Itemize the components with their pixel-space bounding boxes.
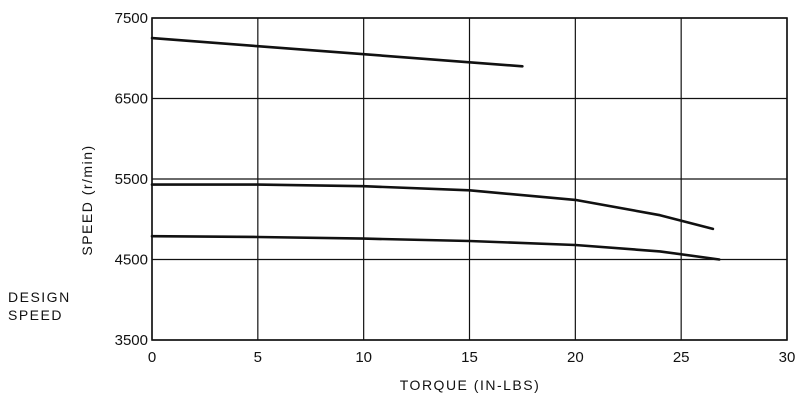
- design-speed-label: DESIGN SPEED: [8, 288, 71, 324]
- x-tick-labels: 0 5 10 15 20 25 30: [148, 349, 796, 366]
- design-speed-label-line-1: DESIGN: [8, 289, 71, 305]
- series-line-2: [150, 183, 715, 231]
- x-axis-title: TORQUE (IN-LBS): [400, 377, 540, 393]
- y-tick-label: 4500: [115, 252, 148, 269]
- y-tick-label: 6500: [115, 91, 148, 108]
- x-tick-label: 20: [567, 349, 584, 366]
- series-layer: [150, 36, 721, 261]
- y-tick-label: 3500: [115, 332, 148, 349]
- design-speed-label-line-2: SPEED: [8, 307, 63, 323]
- y-tick-labels: 7500 6500 5500 4500 3500: [115, 10, 148, 349]
- series-line-3: [150, 234, 721, 261]
- grid: [151, 17, 788, 341]
- y-axis-title: SPEED (r/min): [79, 144, 95, 255]
- x-tick-label: 30: [779, 349, 796, 366]
- x-tick-label: 0: [148, 349, 156, 366]
- y-tick-label: 7500: [115, 10, 148, 27]
- y-tick-label: 5500: [115, 171, 148, 188]
- x-tick-label: 5: [254, 349, 262, 366]
- x-tick-label: 15: [461, 349, 478, 366]
- x-tick-label: 25: [673, 349, 690, 366]
- series-line-1: [150, 36, 524, 68]
- x-tick-label: 10: [355, 349, 372, 366]
